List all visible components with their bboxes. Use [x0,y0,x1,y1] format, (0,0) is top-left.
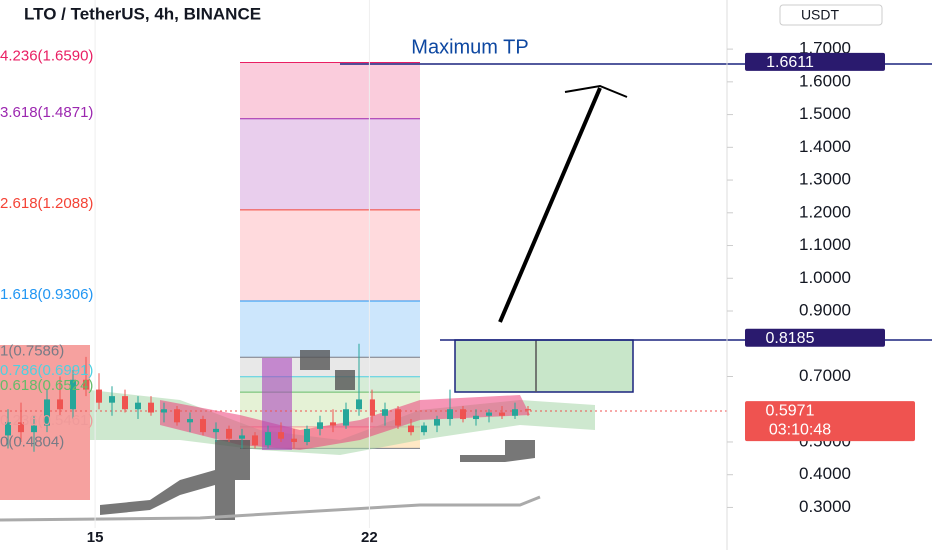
arrow [498,87,602,323]
candle-body [226,428,232,439]
candle-body [382,409,388,416]
candle-body [265,432,271,446]
countdown: 03:10:48 [769,421,831,438]
candle-body [499,412,505,416]
fib-zone [240,62,420,119]
currency-button[interactable] [779,4,883,26]
candle-body [434,419,440,426]
candle-body [31,425,37,433]
y-tick-label: 0.4000 [799,464,851,483]
price-label-box [745,328,885,347]
fib-label: 2.618(1.2088) [0,195,93,212]
candle-body [304,428,310,442]
currency[interactable]: USDT [801,7,840,23]
price-label: 0.8185 [766,330,815,347]
candle-body [44,399,50,426]
annotation: Maximum TP [411,36,528,58]
fib-label: 4.236(1.6590) [0,47,93,64]
price-label: 0.5971 [766,402,815,419]
candle-body [239,435,245,439]
y-tick-label: 1.1000 [799,235,851,254]
candle-body [421,425,427,433]
candle-body [278,432,284,439]
y-tick-label: 1.3000 [799,170,851,189]
y-tick-label: 0.7000 [799,366,851,385]
ichimoku [100,440,535,515]
candle-body [512,409,518,416]
fib-label: 0(0.4804) [0,433,64,450]
y-tick-label: 1.7000 [799,39,851,58]
x-tick-label: 22 [361,529,378,546]
candle-body [447,409,453,420]
candle-body [161,409,167,413]
candle-body [18,422,24,433]
fib-label: 1(0.7586) [0,342,64,359]
line [0,495,541,522]
candle-body [83,379,89,390]
chart-title: LTO / TetherUS, 4h, BINANCE [24,4,261,23]
candle-body [395,409,401,426]
arrow-head [564,84,628,98]
candle-body [525,409,531,411]
fib-label: 0.236(0.5461) [0,412,93,429]
fib-label: 0.618(0.6524) [0,377,93,394]
candle-body [70,379,76,410]
candle-body [356,399,362,410]
candle-body [369,399,375,416]
candle-body [291,438,297,442]
candle-body [252,435,258,446]
y-tick-label: 0.3000 [799,497,851,516]
price-label-box [745,401,915,442]
candle-body [473,415,479,420]
fib-label: 0.786(0.6991) [0,362,93,379]
y-tick-label: 1.4000 [799,137,851,156]
candle-body [343,409,349,426]
fib-zones [240,62,420,449]
y-tick-label: 1.5000 [799,104,851,123]
candle-body [317,422,323,429]
candle-body [408,425,414,433]
price-label-box [745,52,885,71]
candle-body [57,399,63,410]
candle-body [96,389,102,403]
candle-body [5,422,11,436]
candle-body [460,409,466,420]
fib-label: 1.618(0.9306) [0,286,93,303]
candle-body [200,419,206,433]
labels: 0.30000.40000.50000.70000.90001.00001.10… [0,0,915,546]
fib-zone [240,209,420,301]
candle-body [486,412,492,416]
candle-body [109,396,115,403]
candle-body [213,428,219,433]
candle-body [187,419,193,423]
fib-label: 3.618(1.4871) [0,104,93,121]
fib-zone [240,118,420,210]
candle-body [148,402,154,413]
candle-body [135,402,141,410]
y-tick-label: 1.2000 [799,202,851,221]
x-tick-label: 15 [87,529,104,546]
candle-body [174,409,180,423]
y-tick-label: 1.6000 [799,71,851,90]
target-box [454,339,634,393]
price-label: 1.6611 [766,54,814,71]
candles [5,343,531,452]
fib-zone [240,300,420,358]
y-tick-label: 1.0000 [799,268,851,287]
candle-body [122,396,128,410]
candle-body [330,422,336,426]
ichimoku [215,350,355,520]
y-tick-label: 0.9000 [799,300,851,319]
